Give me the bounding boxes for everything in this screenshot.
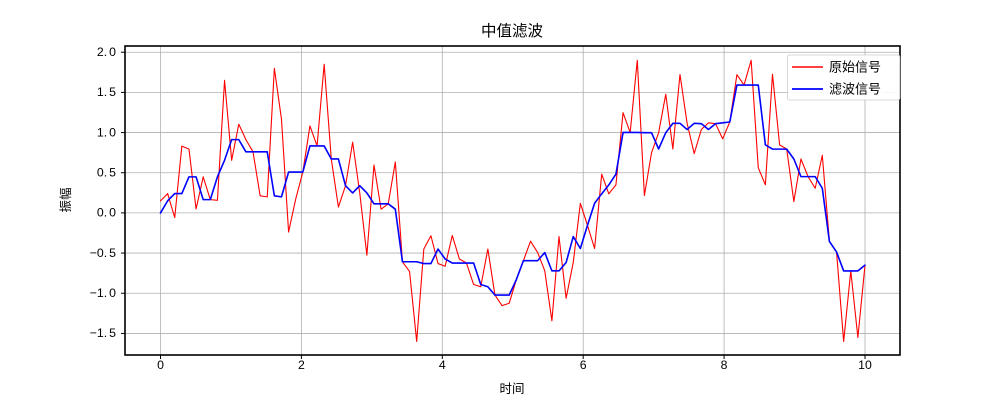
svg-text:0.5: 0. 5 [97, 166, 116, 180]
svg-text:0.0: 0. 0 [97, 206, 116, 220]
svg-text:6: 6 [580, 358, 587, 372]
svg-text:8: 8 [721, 358, 728, 372]
svg-text:振幅: 振幅 [58, 187, 73, 212]
svg-text:0: 0 [157, 358, 164, 372]
svg-text:−1.0: −1. 0 [90, 286, 116, 300]
svg-text:1.0: 1. 0 [97, 125, 116, 139]
svg-text:1.5: 1. 5 [97, 85, 116, 99]
svg-text:中值滤波: 中值滤波 [481, 22, 543, 40]
svg-text:2: 2 [298, 358, 305, 372]
svg-text:时间: 时间 [499, 382, 524, 396]
svg-text:滤波信号: 滤波信号 [829, 82, 881, 97]
svg-text:原始信号: 原始信号 [829, 60, 881, 75]
svg-text:4: 4 [439, 358, 446, 372]
svg-text:10: 10 [858, 358, 872, 372]
svg-text:−1.5: −1. 5 [90, 326, 116, 340]
svg-text:−0.5: −0. 5 [90, 246, 116, 260]
svg-text:2.0: 2. 0 [97, 45, 116, 59]
